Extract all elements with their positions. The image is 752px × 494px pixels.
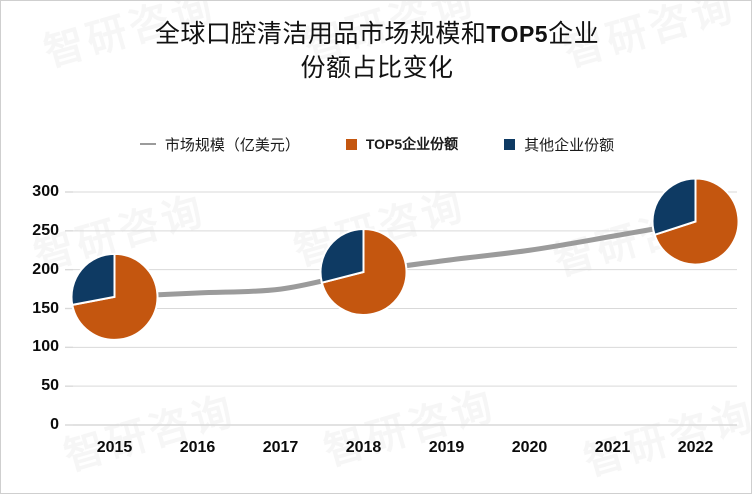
pie-marker-2015 [70,252,159,341]
pie-slice [651,177,697,237]
legend-square-marker-icon [504,138,516,150]
chart-legend: 市场规模（亿美元） TOP5企业份额 其他企业份额 [1,132,751,156]
pie-slice [319,227,365,284]
legend-line-marker-icon [139,143,156,145]
chart-title-line-2: 份额占比变化 [300,55,454,82]
chart-title-line-1: 全球口腔清洁用品市场规模和TOP5企业 [1,17,751,52]
x-axis-tick-label: 2021 [594,439,631,456]
pie-slice [653,177,740,266]
x-axis-tick-label: 2018 [345,439,382,456]
chart-title-line-1-suffix: 企业 [548,21,600,48]
y-axis-tick-marks [65,191,73,426]
pie-marker-2018 [319,227,408,316]
legend-label-other-share: 其他企业份额 [524,137,615,154]
x-axis-tick-label: 2016 [179,439,216,456]
y-axis-tick-label: 100 [32,338,59,356]
y-axis-tick-label: 50 [41,377,59,395]
gridlines [73,191,737,426]
legend-square-marker-icon [345,138,357,150]
legend-item-market-size[interactable]: 市场规模（亿美元） [139,134,300,155]
legend-label-market-size: 市场规模（亿美元） [164,137,300,154]
pie-slice [70,252,116,307]
y-axis-tick-label: 300 [32,183,59,200]
legend-item-top5-share[interactable]: TOP5企业份额 [345,134,459,154]
legend-item-other-share[interactable]: 其他企业份额 [504,134,614,155]
x-axis-tick-label: 2017 [262,439,299,456]
chart-title-line-1-bold: TOP5 [486,21,549,47]
y-axis-tick-label: 150 [32,299,59,317]
y-axis-tick-label: 250 [32,221,59,239]
x-axis-tick-label: 2019 [428,439,465,456]
y-axis-tick-label: 200 [32,260,59,278]
chart-title: 全球口腔清洁用品市场规模和TOP5企业 份额占比变化 [1,17,751,86]
x-axis-tick-label: 2015 [96,439,133,456]
y-axis-tick-label: 0 [50,416,59,433]
x-axis-tick-label: 2020 [511,439,548,456]
pie-markers [70,177,740,341]
pie-marker-2022 [651,177,740,266]
legend-label-top5-share: TOP5企业份额 [365,136,459,152]
x-axis-tick-label: 2022 [677,439,714,456]
chart-title-line-1-prefix: 全球口腔清洁用品市场规模和 [154,21,487,48]
